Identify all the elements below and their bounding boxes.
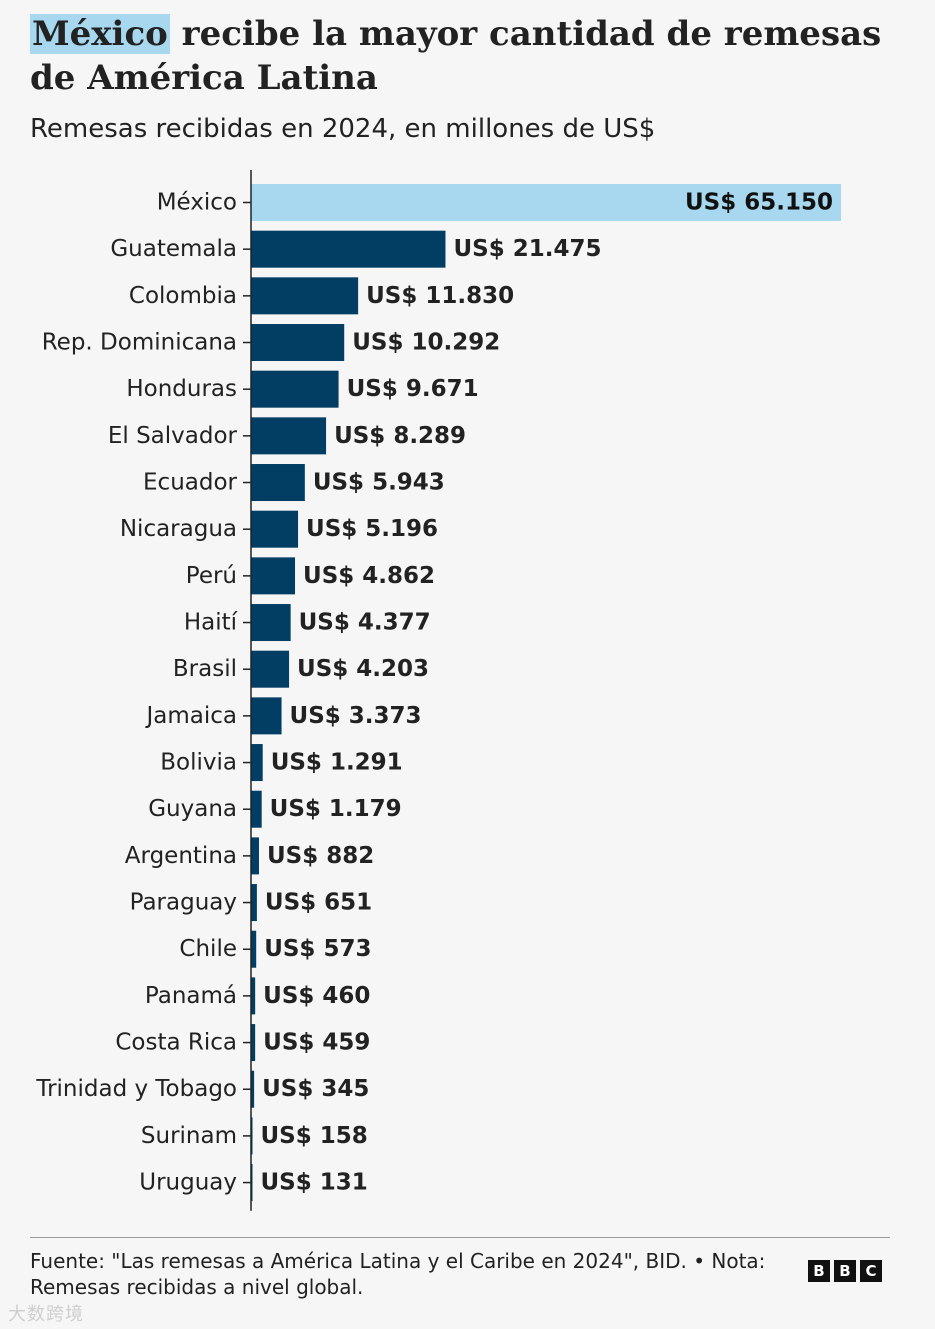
title-highlight: México	[30, 14, 170, 54]
value-label-brasil: US$ 4.203	[297, 656, 429, 682]
value-label-trinidad-y-tobago: US$ 345	[262, 1076, 369, 1102]
value-label-el-salvador: US$ 8.289	[334, 423, 466, 449]
bbc-logo-letter-1: B	[808, 1260, 830, 1282]
bar-chart: México US$ 65.150 Guatemala US$ 21.475 Colom…	[35, 170, 841, 1211]
category-label-costa-rica: Costa Rica	[115, 1030, 237, 1056]
category-label-colombia: Colombia	[129, 283, 237, 309]
category-label-brasil: Brasil	[173, 656, 237, 682]
bar-honduras	[251, 370, 339, 408]
value-label-argentina: US$ 882	[267, 843, 374, 869]
bar-haiti	[251, 604, 291, 642]
value-label-costa-rica: US$ 459	[263, 1030, 370, 1056]
value-label-mexico: US$ 65.150	[685, 190, 833, 216]
category-label-jamaica: Jamaica	[144, 703, 237, 729]
value-label-honduras: US$ 9.671	[347, 376, 479, 402]
chart-subtitle: Remesas recibidas en 2024, en millones d…	[30, 114, 656, 144]
value-label-surinam: US$ 158	[261, 1123, 368, 1149]
bar-rep-dominicana	[251, 324, 345, 362]
value-label-jamaica: US$ 3.373	[290, 703, 422, 729]
value-label-paraguay: US$ 651	[265, 890, 372, 916]
value-label-colombia: US$ 11.830	[366, 283, 514, 309]
value-label-bolivia: US$ 1.291	[271, 750, 403, 776]
value-label-uruguay: US$ 131	[261, 1170, 368, 1196]
bar-chile	[251, 930, 257, 968]
value-label-guyana: US$ 1.179	[270, 796, 402, 822]
chart-title: México recibe la mayor cantidad de remes…	[30, 12, 910, 100]
bar-panama	[251, 977, 256, 1015]
category-label-trinidad-y-tobago: Trinidad y Tobago	[35, 1076, 237, 1102]
bar-mexico	[251, 184, 841, 221]
bar-el-salvador	[251, 417, 327, 455]
category-label-paraguay: Paraguay	[130, 890, 237, 916]
bbc-logo: B B C	[808, 1260, 882, 1282]
value-label-ecuador: US$ 5.943	[313, 470, 445, 496]
bar-costa-rica	[251, 1024, 256, 1062]
title-rest: recibe la mayor cantidad de remesas de A…	[30, 14, 882, 98]
category-label-nicaragua: Nicaragua	[120, 516, 237, 542]
bar-guatemala	[251, 230, 446, 268]
bar-nicaragua	[251, 510, 299, 548]
category-label-panama: Panamá	[145, 983, 237, 1009]
bar-paraguay	[251, 884, 257, 922]
category-label-guyana: Guyana	[148, 796, 237, 822]
value-label-panama: US$ 460	[263, 983, 370, 1009]
category-label-argentina: Argentina	[125, 843, 237, 869]
footer-source: Fuente: "Las remesas a América Latina y …	[30, 1249, 766, 1299]
category-label-honduras: Honduras	[126, 376, 237, 402]
category-label-chile: Chile	[179, 936, 237, 962]
value-label-nicaragua: US$ 5.196	[306, 516, 438, 542]
value-label-chile: US$ 573	[264, 936, 371, 962]
category-label-bolivia: Bolivia	[160, 750, 237, 776]
category-label-ecuador: Ecuador	[143, 470, 238, 496]
category-label-peru: Perú	[186, 563, 237, 589]
value-label-guatemala: US$ 21.475	[453, 236, 601, 262]
category-label-guatemala: Guatemala	[110, 236, 237, 262]
category-label-haiti: Haití	[184, 610, 238, 636]
category-label-rep-dominicana: Rep. Dominicana	[42, 330, 237, 356]
bbc-logo-letter-2: B	[834, 1260, 856, 1282]
bar-brasil	[251, 650, 290, 688]
bar-colombia	[251, 277, 359, 315]
bar-trinidad-y-tobago	[251, 1070, 255, 1108]
watermark: 大数跨境	[8, 1304, 84, 1325]
bar-peru	[251, 557, 296, 595]
bar-guyana	[251, 790, 262, 828]
footer-divider	[30, 1237, 890, 1238]
category-label-surinam: Surinam	[141, 1123, 237, 1149]
value-label-haiti: US$ 4.377	[299, 610, 431, 636]
value-label-peru: US$ 4.862	[303, 563, 435, 589]
bbc-logo-letter-3: C	[860, 1260, 882, 1282]
category-label-el-salvador: El Salvador	[108, 423, 238, 449]
category-label-uruguay: Uruguay	[139, 1170, 237, 1196]
bar-argentina	[251, 837, 259, 875]
category-label-mexico: México	[157, 190, 237, 216]
value-label-rep-dominicana: US$ 10.292	[352, 330, 500, 356]
bar-bolivia	[251, 744, 263, 782]
bar-jamaica	[251, 697, 282, 735]
bar-ecuador	[251, 464, 305, 502]
